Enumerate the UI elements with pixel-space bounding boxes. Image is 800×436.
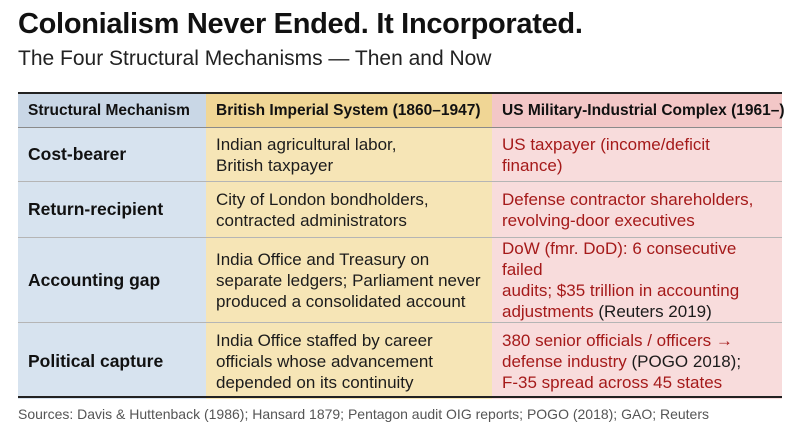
cell-line: British taxpayer [216,155,334,175]
cell-line: Indian agricultural labor, [216,134,397,154]
cell-source: (Reuters 2019) [593,302,712,321]
cell-line: contracted administrators [216,210,407,230]
cell-line: US taxpayer (income/deficit finance) [502,134,710,175]
cell-line: revolving-door executives [502,210,695,230]
us-cell: 380 senior officials / officers → defense… [492,322,782,399]
cell-line: officials whose advancement [216,351,434,371]
us-cell: DoW (fmr. DoD): 6 consecutive failed audi… [492,237,782,323]
header-mechanism: Structural Mechanism [18,94,206,128]
british-cell: Indian agricultural labor, British taxpay… [206,127,492,182]
page-subtitle: The Four Structural Mechanisms — Then an… [18,47,492,70]
header-row: Structural Mechanism British Imperial Sy… [18,94,785,128]
british-cell: City of London bondholders, contracted ad… [206,181,492,238]
sources-footer: Sources: Davis & Huttenback (1986); Hans… [18,406,709,422]
cell-line: F-35 spread across 45 states [502,372,723,392]
table-row: Political capture India Office staffed b… [18,322,782,399]
page-title: Colonialism Never Ended. It Incorporated… [18,8,583,40]
cell-source: (POGO 2018); [626,351,742,371]
cell-line: City of London bondholders, [216,189,429,209]
us-cell: US taxpayer (income/deficit finance) [492,127,782,182]
cell-line: audits; $35 trillion in accounting [502,281,740,300]
mechanism-cell: Accounting gap [18,237,206,323]
cell-line: India Office staffed by career [216,330,433,350]
us-cell: Defense contractor shareholders, revolvin… [492,181,782,238]
sources-label: Sources: [18,406,74,422]
table-row: Cost-bearer Indian agricultural labor, Br… [18,127,782,182]
cell-line: India Office and Treasury on [216,249,430,269]
bottom-rule [18,396,782,398]
cell-line: defense industry [502,351,627,371]
comparison-table: Structural Mechanism British Imperial Sy… [18,94,785,399]
mechanism-cell: Cost-bearer [18,127,206,182]
cell-line: depended on its continuity [216,372,414,392]
header-us: US Military-Industrial Complex (1961–) [492,94,785,128]
mechanism-cell: Return-recipient [18,181,206,238]
cell-line: Defense contractor shareholders, [502,189,754,209]
british-cell: India Office and Treasury on separate led… [206,237,492,323]
cell-line: DoW (fmr. DoD): 6 consecutive failed [502,239,737,279]
top-rule [18,92,782,94]
cell-line: separate ledgers; Parliament never [216,270,481,290]
cell-line: 380 senior officials / officers → [502,330,733,350]
table-row: Return-recipient City of London bondhold… [18,181,782,238]
table-row: Accounting gap India Office and Treasury… [18,237,782,323]
header-british: British Imperial System (1860–1947) [206,94,492,128]
cell-line: produced a consolidated account [216,291,466,311]
sources-text: Davis & Huttenback (1986); Hansard 1879;… [77,406,710,422]
british-cell: India Office staffed by career officials … [206,322,492,399]
mechanism-cell: Political capture [18,322,206,399]
cell-line: adjustments [502,302,594,321]
